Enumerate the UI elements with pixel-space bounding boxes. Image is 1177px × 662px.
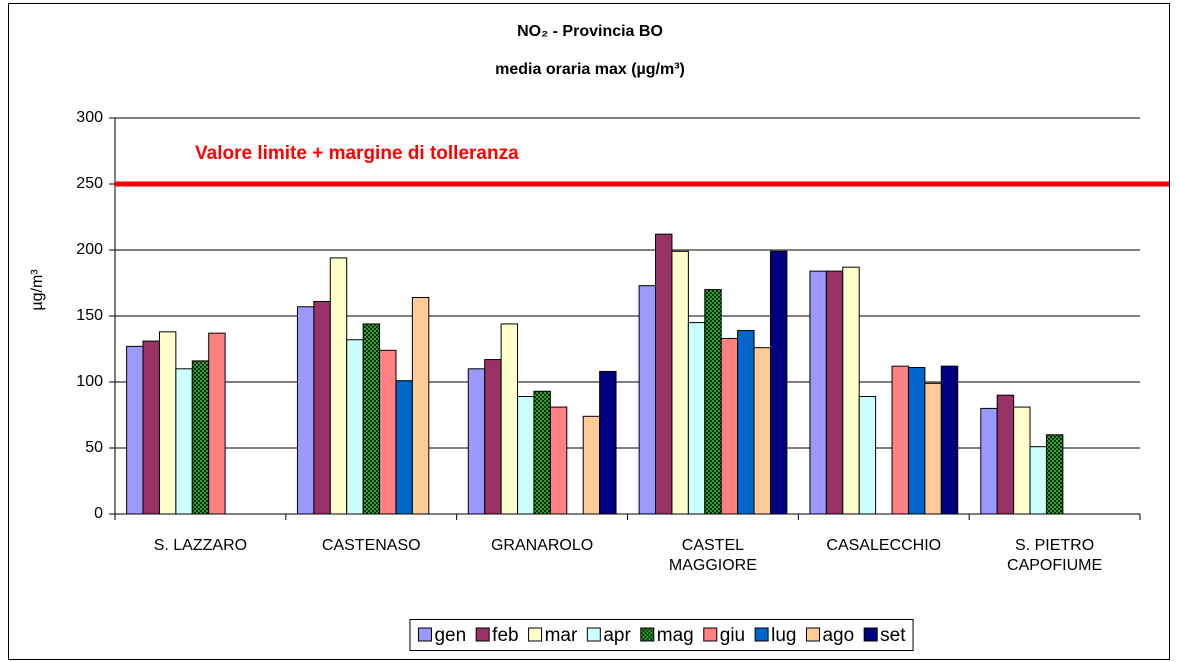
bar — [996, 394, 1015, 515]
legend-box — [409, 619, 914, 651]
y-tick-label: 150 — [76, 307, 103, 324]
bar — [907, 366, 926, 515]
bar — [769, 250, 788, 515]
bar — [737, 330, 755, 515]
legend-label: lug — [771, 625, 796, 646]
bar — [980, 407, 998, 515]
bar — [655, 233, 673, 515]
legend-swatch — [528, 627, 543, 642]
legend-swatch — [640, 627, 655, 642]
legend-label: apr — [603, 625, 631, 646]
legend-swatch — [475, 627, 490, 642]
bar — [549, 406, 568, 515]
x-tick-label: GRANAROLO — [490, 537, 594, 554]
bar — [346, 339, 364, 515]
chart-border — [8, 3, 1170, 660]
bar — [313, 300, 331, 515]
chart-title: NO₂ - Provincia BO — [517, 23, 663, 40]
bar — [891, 365, 909, 515]
legend-label: set — [880, 625, 906, 646]
legend-label: mag — [657, 625, 694, 646]
bar — [126, 345, 144, 515]
bar — [175, 368, 193, 515]
legend-swatch — [586, 627, 601, 642]
x-tick-label: CASTENASO — [321, 537, 421, 554]
legend-swatch — [863, 627, 878, 642]
bar — [638, 285, 657, 515]
bar — [484, 359, 502, 515]
bar — [720, 337, 739, 515]
legend-swatch — [754, 627, 769, 642]
bar — [158, 331, 177, 515]
bar — [599, 370, 617, 515]
bar — [858, 396, 877, 515]
y-tick-label: 300 — [76, 109, 103, 126]
bar — [704, 289, 722, 515]
chart-subtitle: media oraria max (µg/m³) — [495, 61, 685, 78]
legend-swatch — [417, 627, 432, 642]
bar — [1045, 434, 1064, 515]
y-tick-label: 100 — [76, 373, 103, 390]
y-axis-label: µg/m³ — [29, 269, 46, 311]
y-tick-label: 200 — [76, 241, 103, 258]
legend-label: mar — [545, 625, 578, 646]
y-tick-label: 50 — [85, 439, 103, 456]
bar — [1013, 406, 1031, 515]
bar — [809, 270, 827, 515]
x-tick-label: CASALECCHIO — [826, 537, 942, 554]
bar — [362, 323, 381, 515]
bar — [467, 368, 486, 515]
bar — [687, 322, 706, 515]
bar — [500, 323, 519, 515]
bar — [296, 306, 315, 515]
y-tick-label: 250 — [76, 175, 103, 192]
reference-label: Valore limite + margine di tolleranza — [195, 143, 519, 164]
bar — [1029, 446, 1047, 515]
bar — [842, 266, 860, 515]
bar — [825, 270, 844, 515]
bar — [940, 365, 959, 515]
bar — [191, 360, 210, 515]
bar — [411, 297, 430, 515]
bar — [208, 332, 226, 515]
bar — [517, 396, 535, 515]
legend-label: feb — [492, 625, 518, 646]
bar — [753, 347, 771, 515]
y-tick-label: 0 — [94, 505, 103, 522]
legend-label: ago — [822, 625, 854, 646]
legend: gen feb mar apr mag giu lug ago set — [417, 625, 906, 646]
x-tick-label: CASTEL MAGGIORE — [668, 537, 757, 574]
x-tick-label: S. PIETRO CAPOFIUME — [1007, 537, 1103, 574]
legend-swatch — [805, 627, 820, 642]
bar — [142, 340, 160, 515]
x-tick-label: S. LAZZARO — [153, 537, 248, 554]
bar — [582, 415, 601, 515]
bar — [671, 250, 689, 515]
bar — [924, 382, 942, 515]
bar — [533, 390, 551, 515]
legend-label: gen — [434, 625, 466, 646]
bar — [395, 380, 413, 515]
legend-label: giu — [720, 625, 745, 646]
bar — [329, 257, 348, 515]
bar — [379, 349, 397, 515]
legend-swatch — [703, 627, 718, 642]
